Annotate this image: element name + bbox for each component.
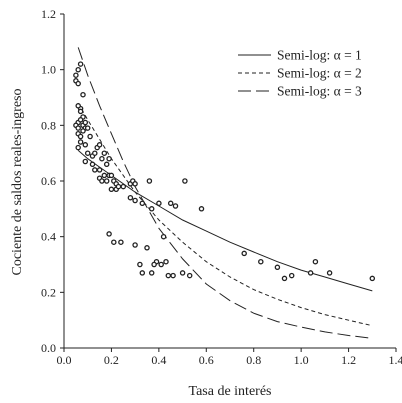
- legend-label-2: Semi-log: α = 2: [277, 66, 362, 81]
- scatter-point: [84, 150, 91, 156]
- curves: [77, 47, 373, 339]
- scatter-point: [312, 258, 319, 265]
- scatter-point: [92, 150, 98, 156]
- scatter-point: [77, 61, 84, 67]
- scatter-point: [156, 200, 162, 207]
- scatter-point: [82, 158, 89, 165]
- scatter-point: [77, 139, 84, 145]
- y-tick-label: 0.8: [41, 118, 56, 132]
- scatter-point: [258, 258, 264, 265]
- scatter-point: [101, 172, 108, 179]
- scatter-point: [103, 178, 110, 184]
- x-tick-label: 0.2: [104, 353, 119, 367]
- series-line-2: [77, 102, 373, 327]
- scatter-points: [73, 61, 376, 282]
- series-line-1: [77, 150, 373, 292]
- scatter-point: [137, 261, 143, 268]
- scatter-point: [281, 275, 288, 282]
- y-tick-label: 0.6: [41, 174, 56, 188]
- scatter-point: [111, 239, 117, 245]
- scatter-point: [198, 206, 205, 212]
- scatter-point: [326, 270, 333, 276]
- y-tick-label: 0.4: [41, 230, 56, 244]
- scatter-point: [132, 242, 138, 248]
- scatter-point: [151, 261, 157, 268]
- x-tick-label: 0.0: [57, 353, 72, 367]
- scatter-point: [84, 125, 91, 131]
- scatter-point: [118, 239, 124, 245]
- scatter-point: [75, 125, 81, 131]
- scatter-point: [148, 206, 155, 212]
- y-axis-label: Cociente de saldos reales-ingreso: [10, 89, 25, 276]
- scatter-point: [182, 178, 188, 184]
- scatter-point: [99, 155, 105, 162]
- legend: Semi-log: α = 1 Semi-log: α = 2 Semi-log: …: [238, 48, 362, 99]
- scatter-point: [241, 250, 247, 257]
- scatter-point: [115, 183, 122, 190]
- scatter-point: [73, 72, 79, 78]
- scatter-point: [369, 275, 376, 282]
- scatter-point: [146, 178, 153, 184]
- axes: 0.0 0.2 0.4 0.6 0.8 1.0 1.2 1.4 0.0 0.2 0.4 0.6 0.8 1…: [41, 7, 402, 367]
- scatter-point: [77, 108, 84, 115]
- scatter-point: [106, 155, 112, 162]
- scatter-point: [120, 183, 127, 190]
- scatter-point: [80, 128, 86, 134]
- series-line-3: [77, 47, 373, 339]
- scatter-point: [75, 66, 81, 73]
- x-tick-label: 1.4: [389, 353, 402, 367]
- scatter-point: [172, 203, 179, 209]
- scatter-point: [170, 272, 176, 279]
- scatter-point: [101, 150, 108, 156]
- scatter-point: [179, 270, 186, 276]
- scatter-point: [158, 261, 164, 268]
- scatter-point: [75, 80, 81, 87]
- scatter-point: [108, 172, 115, 179]
- legend-label-1: Semi-log: α = 1: [277, 48, 362, 63]
- scatter-point: [80, 91, 86, 98]
- scatter-point: [82, 119, 89, 126]
- scatter-point: [106, 231, 112, 237]
- x-tick-label: 0.4: [151, 353, 166, 367]
- x-tick-label: 1.0: [294, 353, 309, 367]
- scatter-point: [77, 117, 84, 123]
- scatter-point: [99, 178, 105, 184]
- scatter-point: [307, 270, 314, 276]
- scatter-point: [75, 103, 81, 109]
- x-axis-label: Tasa de interés: [189, 384, 272, 399]
- scatter-point: [103, 161, 110, 168]
- scatter-point: [160, 233, 167, 240]
- scatter-point: [75, 144, 81, 151]
- scatter-point: [96, 167, 103, 173]
- scatter-point: [127, 194, 134, 201]
- scatter-point: [186, 272, 193, 279]
- x-tick-label: 0.8: [246, 353, 261, 367]
- scatter-point: [288, 272, 295, 279]
- scatter-point: [87, 133, 93, 140]
- x-tick-label: 0.6: [199, 353, 214, 367]
- scatter-point: [132, 181, 138, 187]
- x-tick-label: 1.2: [341, 353, 356, 367]
- scatter-point: [77, 133, 84, 140]
- y-tick-label: 0.2: [41, 285, 56, 299]
- scatter-point: [165, 272, 172, 279]
- scatter-point: [139, 270, 146, 276]
- scatter-point: [144, 245, 150, 251]
- scatter-point: [132, 197, 138, 204]
- y-tick-label: 1.0: [41, 63, 56, 77]
- scatter-point: [148, 270, 155, 276]
- scatter-point: [167, 200, 174, 207]
- scatter-point: [274, 264, 281, 271]
- scatter-point: [139, 200, 146, 207]
- scatter-point: [96, 142, 103, 148]
- scatter-point: [89, 161, 96, 168]
- scatter-point: [92, 167, 98, 173]
- y-tick-label: 0.0: [41, 341, 56, 355]
- y-tick-label: 1.2: [41, 7, 56, 21]
- scatter-point: [82, 142, 89, 148]
- scatter-point: [108, 186, 115, 193]
- legend-label-3: Semi-log: α = 3: [277, 84, 362, 99]
- scatter-point: [163, 258, 169, 265]
